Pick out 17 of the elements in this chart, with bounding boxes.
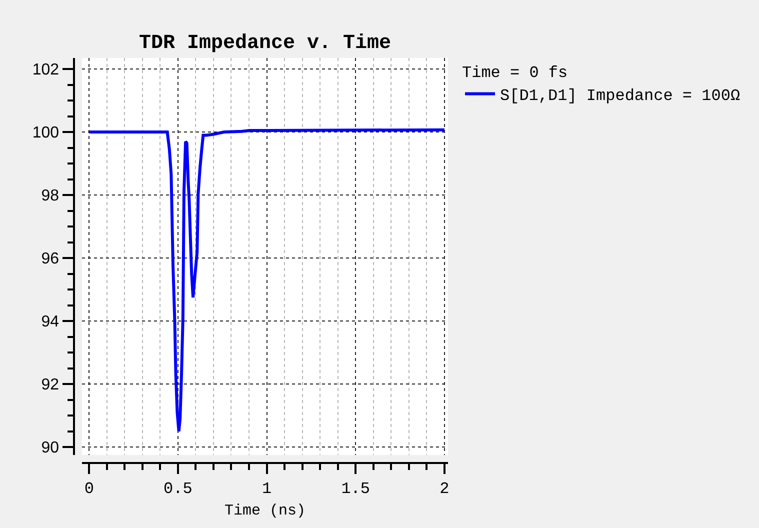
x-tick-label: 0 [84, 480, 94, 498]
y-tick-label: 94 [41, 314, 60, 331]
y-tick-label: 100 [32, 124, 60, 142]
y-tick-label: 102 [32, 62, 60, 79]
x-tick-label: 2 [440, 480, 450, 498]
x-tick-label: 1 [262, 480, 272, 498]
y-tick-label: 90 [41, 440, 60, 457]
legend-title: Time = 0 fs [462, 64, 568, 82]
chart-title: TDR Impedance v. Time [138, 32, 392, 55]
legend-label: S[D1,D1] Impedance = 100Ω [500, 86, 740, 105]
y-tick-label: 92 [41, 376, 60, 394]
x-axis-title: Time (ns) [224, 502, 306, 520]
y-tick-label: 98 [41, 188, 60, 205]
x-tick-label: 1.5 [341, 480, 370, 498]
line-series [88, 128, 446, 433]
x-tick-label: 0.5 [164, 480, 192, 498]
y-tick-label: 96 [41, 250, 60, 268]
